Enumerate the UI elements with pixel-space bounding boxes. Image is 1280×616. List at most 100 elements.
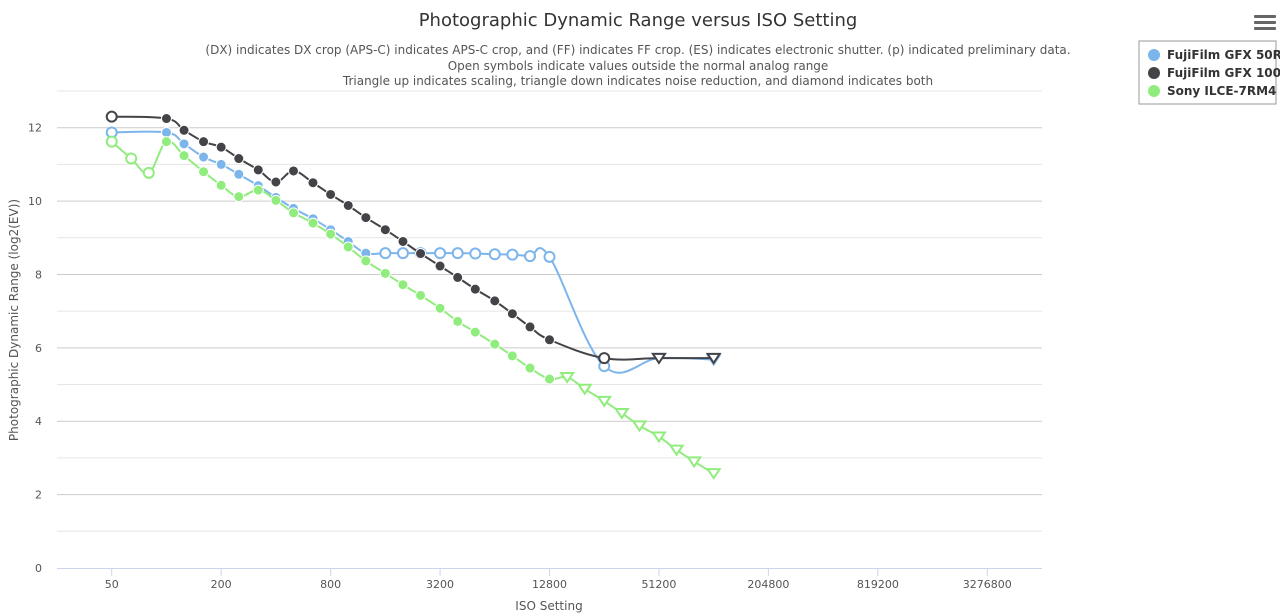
data-point[interactable] <box>160 136 172 148</box>
data-point[interactable] <box>524 362 536 374</box>
y-tick-label: 0 <box>35 562 42 575</box>
data-point[interactable] <box>434 260 446 272</box>
data-point[interactable] <box>379 224 391 236</box>
data-point[interactable] <box>105 110 118 123</box>
data-point[interactable] <box>342 199 354 211</box>
data-point[interactable] <box>397 279 409 291</box>
data-point[interactable] <box>215 179 227 191</box>
y-tick-label: 2 <box>35 489 42 502</box>
data-point[interactable] <box>705 352 722 365</box>
data-point[interactable] <box>396 247 409 260</box>
data-point[interactable] <box>506 308 518 320</box>
data-point[interactable] <box>544 334 555 346</box>
data-point[interactable] <box>415 289 427 301</box>
x-tick-label: 51200 <box>641 578 676 591</box>
data-point[interactable] <box>360 255 372 267</box>
data-point[interactable] <box>360 212 372 224</box>
x-tick-label: 800 <box>320 578 341 591</box>
menu-bar-2 <box>1254 21 1276 24</box>
series-line <box>111 140 715 475</box>
data-point[interactable] <box>233 191 245 203</box>
legend-item-label[interactable]: FujiFilm GFX 50R <box>1167 48 1280 62</box>
data-point[interactable] <box>524 321 536 333</box>
data-point[interactable] <box>397 235 409 247</box>
data-point[interactable] <box>379 267 391 279</box>
legend-item-label[interactable]: FujiFilm GFX 100 <box>1167 66 1280 80</box>
legend-marker <box>1148 85 1160 97</box>
data-point[interactable] <box>469 326 481 338</box>
data-point[interactable] <box>178 150 190 162</box>
data-point[interactable] <box>178 138 190 150</box>
data-point[interactable] <box>452 271 464 283</box>
data-point[interactable] <box>198 166 210 178</box>
data-point[interactable] <box>651 352 667 365</box>
data-point[interactable] <box>325 188 337 200</box>
data-point[interactable] <box>307 177 319 189</box>
series-3 <box>105 135 722 480</box>
data-point[interactable] <box>160 126 172 138</box>
menu-bar-3 <box>1254 27 1276 30</box>
y-tick-label: 10 <box>28 195 42 208</box>
data-point[interactable] <box>651 431 667 444</box>
x-tick-label: 12800 <box>532 578 567 591</box>
data-point[interactable] <box>215 158 227 170</box>
data-point[interactable] <box>198 136 210 148</box>
data-point[interactable] <box>288 207 300 219</box>
chart-subtitle-line-3: Triangle up indicates scaling, triangle … <box>342 74 933 88</box>
data-point[interactable] <box>178 124 190 136</box>
series-1 <box>105 126 722 374</box>
data-point[interactable] <box>668 444 685 457</box>
legend-item-label[interactable]: Sony ILCE-7RM4 <box>1167 84 1276 98</box>
data-point[interactable] <box>434 247 447 260</box>
data-point[interactable] <box>451 247 464 260</box>
data-point[interactable] <box>415 248 427 260</box>
data-point[interactable] <box>524 250 537 263</box>
data-point[interactable] <box>160 113 172 125</box>
x-tick-label: 3276800 <box>963 578 1012 591</box>
data-point[interactable] <box>434 302 446 314</box>
data-point[interactable] <box>142 166 155 179</box>
data-point[interactable] <box>489 338 501 350</box>
data-point[interactable] <box>506 248 519 261</box>
data-point[interactable] <box>215 141 227 153</box>
chart-subtitle-line-2: Open symbols indicate values outside the… <box>448 59 829 73</box>
data-point[interactable] <box>288 165 300 177</box>
data-point[interactable] <box>270 194 282 206</box>
data-point[interactable] <box>598 352 611 365</box>
data-point[interactable] <box>233 168 245 180</box>
data-point[interactable] <box>233 153 245 165</box>
data-point[interactable] <box>105 135 118 148</box>
data-point[interactable] <box>379 247 392 260</box>
data-point[interactable] <box>469 283 481 295</box>
hamburger-menu-icon[interactable] <box>1252 12 1278 34</box>
data-point[interactable] <box>576 383 593 396</box>
data-point[interactable] <box>307 217 319 229</box>
data-point[interactable] <box>543 250 556 263</box>
menu-bar-1 <box>1254 15 1276 18</box>
data-point[interactable] <box>325 228 337 240</box>
data-point[interactable] <box>488 248 501 261</box>
data-point[interactable] <box>489 295 501 307</box>
data-point[interactable] <box>559 372 575 384</box>
data-point[interactable] <box>125 152 138 165</box>
series-layer <box>105 110 722 480</box>
x-axis-ticks: 50 200 800 3200 12800 51200 204800 819200 327680… <box>105 568 1012 591</box>
data-point[interactable] <box>252 184 264 196</box>
data-point[interactable] <box>252 164 264 176</box>
x-tick-label: 204800 <box>747 578 789 591</box>
data-point[interactable] <box>613 407 630 420</box>
series-2 <box>105 110 722 365</box>
data-point[interactable] <box>544 373 555 385</box>
data-point[interactable] <box>469 247 482 260</box>
y-axis-title: Photographic Dynamic Range (log2(EV)) <box>7 199 21 441</box>
data-point[interactable] <box>198 151 210 163</box>
data-point[interactable] <box>506 350 518 362</box>
data-point[interactable] <box>596 395 613 408</box>
data-point[interactable] <box>342 241 354 253</box>
data-point[interactable] <box>631 420 648 433</box>
data-point[interactable] <box>452 315 464 327</box>
data-point[interactable] <box>270 176 282 188</box>
data-point[interactable] <box>686 456 703 469</box>
data-point[interactable] <box>705 468 722 480</box>
